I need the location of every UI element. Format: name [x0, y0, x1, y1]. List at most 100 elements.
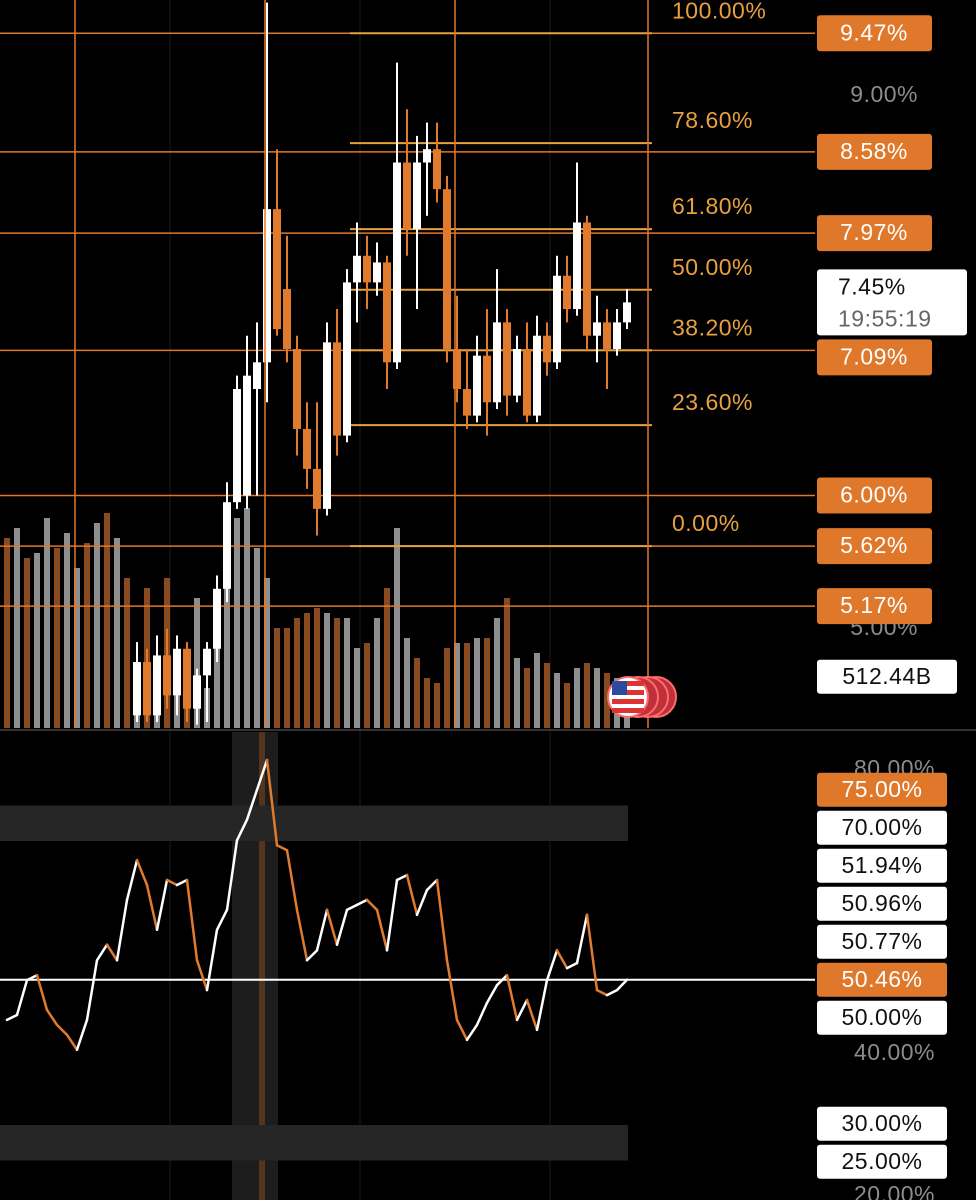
price-badge-label: 9.47%: [840, 19, 908, 45]
volume-bar: [374, 618, 380, 728]
flag-stripe: [612, 704, 644, 708]
candle-body: [493, 322, 501, 403]
oscillator-segment: [95, 943, 109, 962]
oscillator-segment: [185, 878, 199, 962]
volume-bar: [44, 518, 50, 728]
oscillator-segment: [455, 1018, 469, 1042]
level-badge: [817, 924, 947, 959]
oscillator-segment: [25, 973, 39, 982]
candle-body: [293, 349, 301, 429]
fib-label: 78.60%: [672, 107, 753, 133]
oscillator-segment: [215, 908, 229, 932]
candle-body: [473, 355, 481, 416]
candle-body: [503, 322, 511, 396]
volume-bar: [244, 508, 250, 728]
oscillator-segment: [525, 998, 539, 1032]
volume-bar: [264, 578, 270, 728]
oscillator-segment: [545, 949, 559, 982]
oscillator-segment: [165, 878, 179, 887]
level-band: [0, 1125, 628, 1161]
candle-body: [303, 428, 311, 469]
level-badge: [817, 1106, 947, 1141]
candle-body: [613, 322, 621, 350]
oscillator-segment: [605, 988, 619, 997]
candle-body: [153, 655, 161, 716]
volume-bar: [354, 648, 360, 728]
oscillator-segment: [475, 1001, 489, 1027]
oscillator-segment: [555, 949, 569, 970]
price-badge: [817, 588, 932, 625]
y-tick-label: 9.00%: [850, 81, 918, 107]
level-badge-label: 25.00%: [841, 1148, 922, 1174]
oscillator-segment: [615, 978, 629, 992]
candle-body: [433, 149, 441, 190]
candle-body: [183, 648, 191, 709]
volume-bar: [254, 548, 260, 728]
volume-bar: [14, 528, 20, 728]
fib-label: 61.80%: [672, 193, 753, 219]
level-badge-label: 70.00%: [841, 814, 922, 840]
oscillator-segment: [345, 903, 359, 912]
volume-bar: [24, 558, 30, 728]
oscillator-segment: [585, 913, 599, 992]
volume-bar: [594, 668, 600, 728]
oscillator-segment: [235, 818, 249, 842]
volume-bar: [304, 613, 310, 728]
oscillator-segment: [205, 928, 219, 992]
oscillator-segment: [465, 1023, 479, 1042]
volume-bar: [504, 598, 510, 728]
oscillator-segment: [325, 908, 339, 946]
volume-bar: [564, 683, 570, 728]
volume-bar: [444, 648, 450, 728]
candle-body: [563, 275, 571, 310]
oscillator-segment: [55, 1023, 69, 1037]
oscillator-segment: [155, 878, 169, 932]
volume-bar: [544, 663, 550, 728]
volume-bar: [364, 643, 370, 728]
level-badge-label: 75.00%: [841, 776, 922, 802]
price-pane: 100.00% 78.60% 61.80% 50.00% 38.20% 23.60% 0.0…: [0, 0, 918, 728]
volume-bar: [474, 638, 480, 728]
volume-bar: [384, 588, 390, 728]
oscillator-pane: 80.00%40.00%20.00%: [0, 755, 935, 1200]
oscillator-segment: [125, 858, 139, 902]
price-badge: [817, 528, 932, 565]
candle-body: [403, 162, 411, 230]
oscillator-segment: [595, 988, 609, 997]
oscillator-segment: [65, 1033, 79, 1052]
oscillator-segment: [305, 949, 319, 962]
candle-body: [483, 355, 491, 403]
volume-bar: [34, 553, 40, 728]
candle-body: [203, 648, 211, 676]
oscillator-segment: [45, 1008, 59, 1027]
oscillator-segment: [285, 848, 299, 912]
candle-body: [363, 255, 371, 283]
volume-bar: [114, 538, 120, 728]
candle-body: [353, 255, 361, 283]
oscillator-segment: [145, 883, 159, 932]
price-badge-label: 8.58%: [840, 138, 908, 164]
candle-body: [413, 162, 421, 230]
volume-bar: [494, 618, 500, 728]
fib-label: 23.60%: [672, 389, 753, 415]
fib-label: 0.00%: [672, 510, 740, 536]
candle-body: [253, 362, 261, 389]
candle-body: [373, 262, 381, 283]
oscillator-segment: [355, 898, 369, 907]
candle-body: [133, 662, 141, 716]
fib-label: 38.20%: [672, 314, 753, 340]
volume-bar: [514, 658, 520, 728]
last-value-badge: [817, 962, 947, 997]
volume-bar: [574, 668, 580, 728]
oscillator-segment: [515, 998, 529, 1022]
volume-bar: [464, 643, 470, 728]
candle-body: [233, 388, 241, 503]
time-lines: [74, 0, 649, 728]
volume-bar: [54, 548, 60, 728]
oscillator-segment: [265, 758, 279, 847]
oscillator-segment: [565, 961, 579, 970]
oscillator-segment: [5, 1013, 19, 1022]
candle-body: [313, 468, 321, 509]
volume-bar: [604, 673, 610, 728]
